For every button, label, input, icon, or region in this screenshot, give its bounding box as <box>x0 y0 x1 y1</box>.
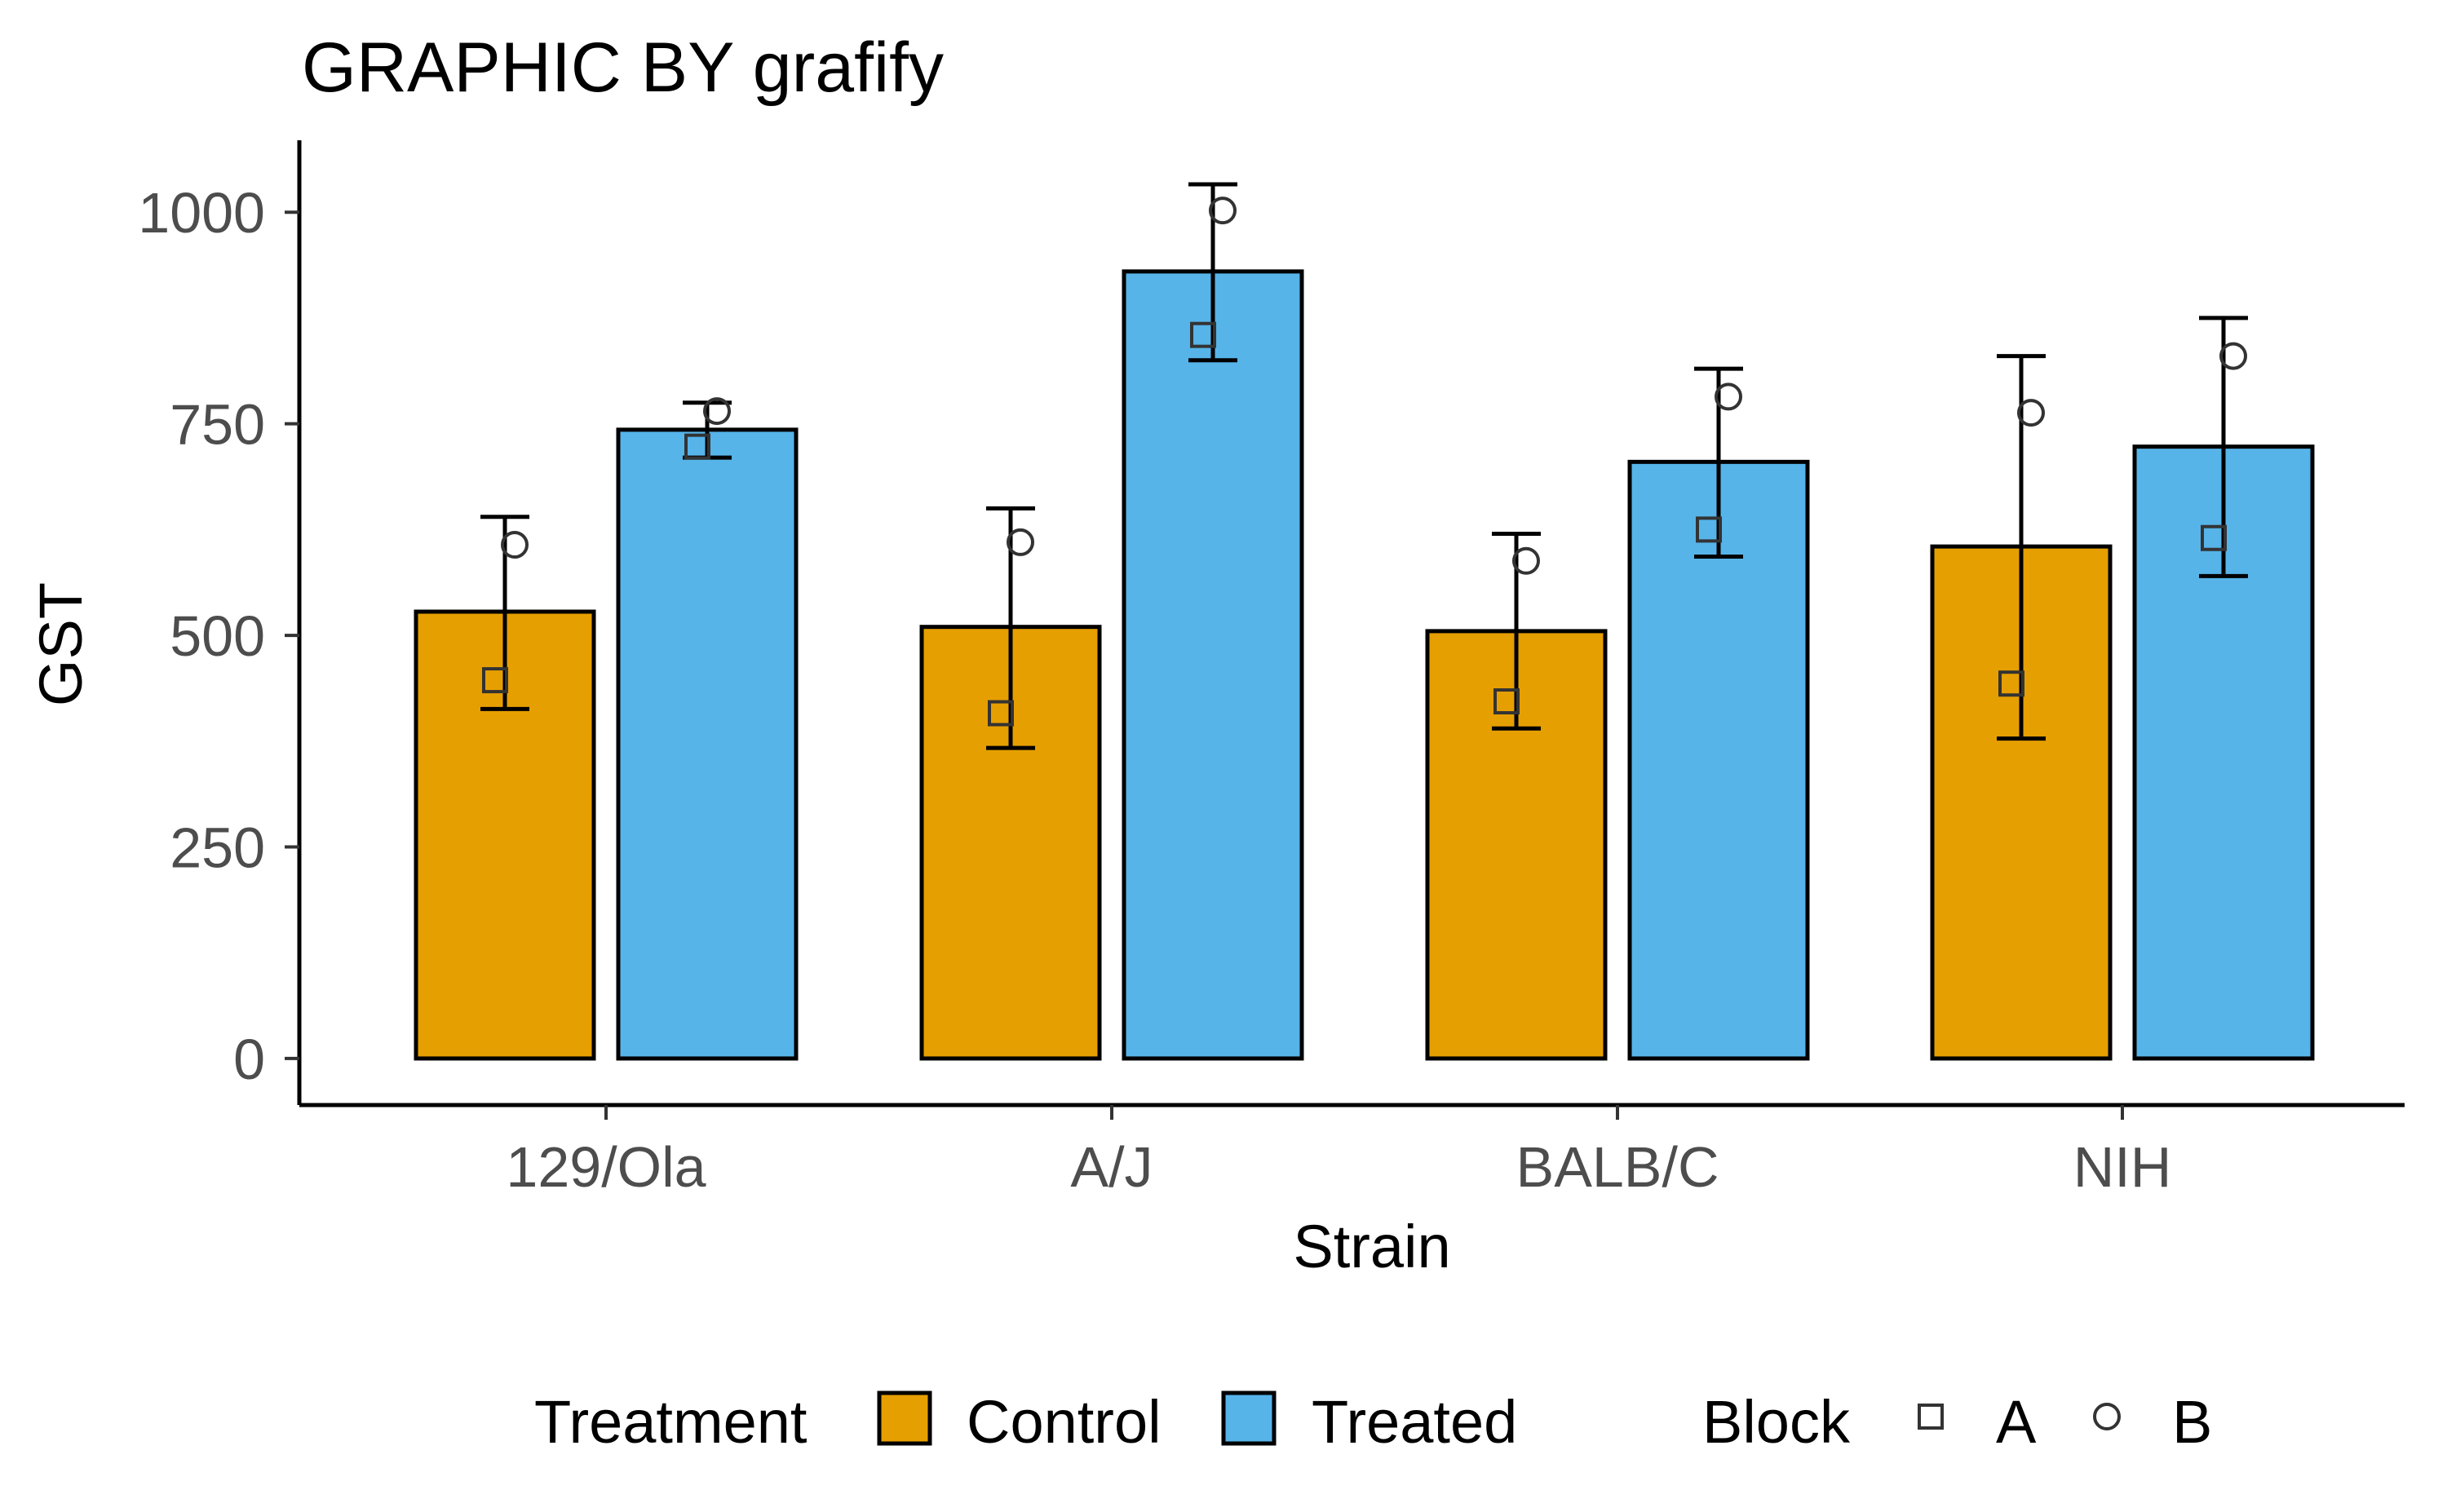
legend-label-block-b: B <box>2172 1388 2212 1456</box>
bar-treated <box>1627 459 1810 1061</box>
data-point-block-b <box>1512 546 1540 575</box>
bar-treated <box>1122 269 1304 1061</box>
data-point-block-a <box>1190 321 1216 348</box>
data-point-block-b <box>703 397 731 426</box>
y-tick-label: 500 <box>170 604 265 668</box>
y-axis-ticks: 0 250 500 750 1000 <box>138 181 299 1091</box>
data-point-block-a <box>1493 688 1520 715</box>
data-point-block-b <box>1007 528 1034 556</box>
x-axis-title: Strain <box>1293 1213 1450 1280</box>
legend-label-block-a: A <box>1996 1388 2037 1456</box>
legend-swatch-control <box>877 1390 932 1446</box>
data-point-block-a <box>1998 670 2024 697</box>
data-point-block-b <box>2017 399 2045 427</box>
data-point-block-a <box>684 433 710 460</box>
legend-block-title: Block <box>1702 1388 1851 1456</box>
data-point-block-a <box>482 667 508 694</box>
x-tick-label: A/J <box>1070 1135 1153 1199</box>
y-tick-label: 250 <box>170 816 265 879</box>
y-tick-label: 750 <box>170 393 265 457</box>
legend-label-control: Control <box>967 1388 1162 1456</box>
x-tick-label: BALB/C <box>1516 1135 1719 1199</box>
data-point-block-b <box>501 531 529 559</box>
y-tick-label: 1000 <box>138 181 265 245</box>
data-point-block-a <box>2201 524 2227 551</box>
chart-title: GRAPHIC BY grafify <box>302 29 944 107</box>
circle-icon <box>2093 1403 2121 1430</box>
legend-swatch-treated <box>1221 1390 1277 1446</box>
x-tick-label: NIH <box>2073 1135 2172 1199</box>
data-point-block-b <box>2219 342 2247 370</box>
data-point-block-a <box>1696 516 1722 543</box>
data-point-block-b <box>1209 197 1237 225</box>
square-icon <box>1918 1404 1944 1430</box>
legend: Treatment Control Treated Block A B <box>534 1388 2212 1456</box>
y-tick-label: 0 <box>233 1028 265 1091</box>
legend-label-treated: Treated <box>1312 1388 1517 1456</box>
data-point-block-b <box>1715 382 1742 411</box>
x-axis-ticks: 129/Ola A/J BALB/C NIH <box>506 1105 2171 1199</box>
data-point-block-a <box>988 700 1014 727</box>
legend-treatment-title: Treatment <box>534 1388 808 1456</box>
plot-area <box>414 182 2315 1061</box>
x-tick-label: 129/Ola <box>506 1135 706 1199</box>
y-axis-title: GST <box>27 582 95 706</box>
bar-treated <box>616 427 799 1061</box>
